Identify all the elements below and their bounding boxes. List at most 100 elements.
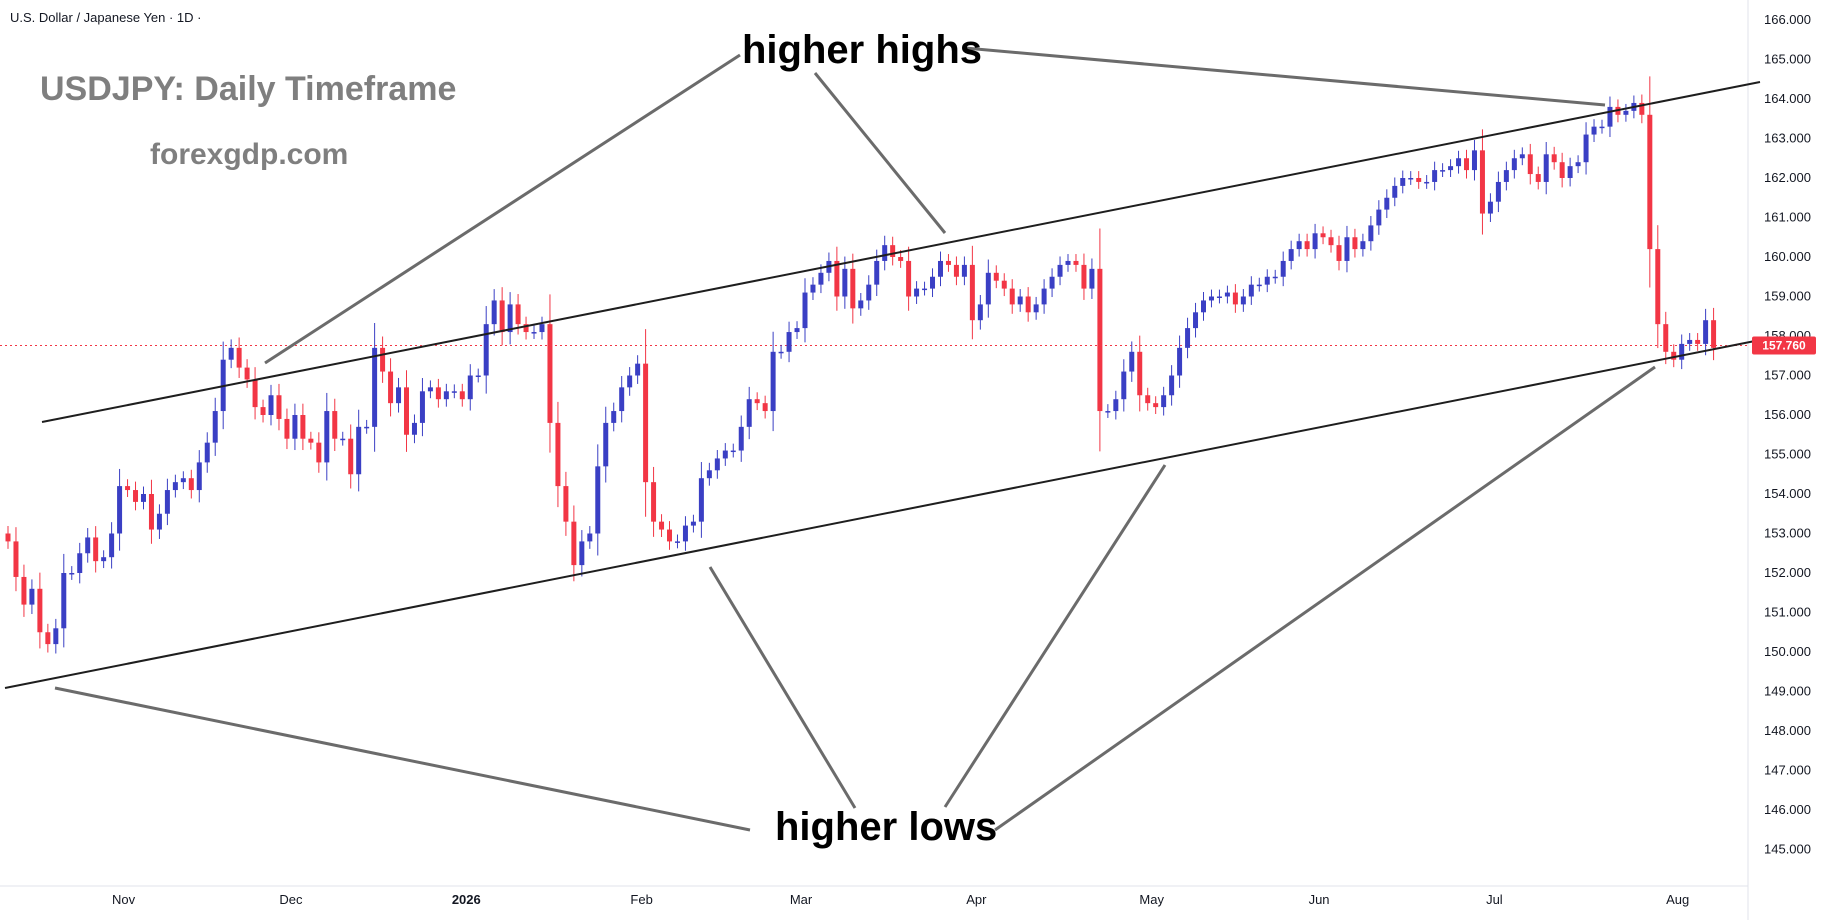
candle-body bbox=[117, 486, 123, 534]
candle bbox=[404, 370, 409, 452]
candle bbox=[1248, 276, 1254, 305]
time-axis[interactable]: Nov Dec 2026 Feb Mar Apr May Jun Jul Aug bbox=[112, 892, 1689, 907]
candle bbox=[706, 462, 712, 486]
candle-body bbox=[427, 387, 433, 392]
candle bbox=[802, 278, 808, 343]
candle-body bbox=[1607, 106, 1613, 127]
candle-body bbox=[1599, 126, 1605, 129]
candle bbox=[682, 516, 688, 551]
last-price-badge: 157.760 bbox=[1752, 336, 1816, 355]
candle-body bbox=[1440, 170, 1446, 172]
candle-body bbox=[1240, 296, 1246, 305]
candle-body bbox=[890, 245, 896, 257]
candle-body bbox=[419, 391, 425, 423]
candle bbox=[1703, 308, 1709, 356]
candle-body bbox=[228, 347, 234, 360]
candle-body bbox=[682, 525, 688, 542]
candle-body bbox=[842, 268, 848, 297]
pointer-lows-3 bbox=[943, 464, 1167, 808]
candle-body bbox=[268, 395, 274, 415]
candle-body bbox=[778, 351, 784, 354]
candle-body bbox=[619, 387, 625, 412]
price-tick-label: 150.000 bbox=[1764, 644, 1811, 659]
candle bbox=[1089, 258, 1095, 299]
pointer-highs-2 bbox=[813, 72, 947, 234]
candle-body bbox=[1344, 237, 1350, 261]
candle bbox=[1591, 119, 1597, 143]
candle bbox=[228, 339, 234, 369]
candle bbox=[1057, 256, 1063, 286]
candle bbox=[212, 397, 218, 456]
time-tick-label: Nov bbox=[112, 892, 136, 907]
candle-body bbox=[1081, 264, 1087, 289]
candle-body bbox=[276, 395, 282, 419]
candle-body bbox=[515, 304, 521, 325]
candle-body bbox=[587, 533, 593, 542]
candle-body bbox=[1025, 296, 1031, 313]
candle bbox=[411, 414, 417, 444]
candle-body bbox=[802, 292, 808, 329]
candle-body bbox=[1201, 300, 1206, 313]
candle bbox=[1312, 223, 1318, 259]
candle bbox=[1033, 296, 1039, 320]
candle bbox=[1161, 386, 1167, 416]
candle-body bbox=[571, 521, 577, 566]
candle bbox=[1288, 240, 1294, 270]
candle-body bbox=[5, 533, 11, 542]
price-axis[interactable]: 166.000 165.000 164.000 163.000 162.000 161.0… bbox=[1764, 12, 1811, 857]
candle bbox=[1663, 311, 1669, 365]
candle-body bbox=[1687, 339, 1693, 344]
candle-body bbox=[1232, 292, 1238, 305]
candle bbox=[1487, 193, 1493, 222]
candle bbox=[1623, 103, 1629, 122]
candle-body bbox=[1623, 110, 1629, 115]
candle bbox=[1344, 225, 1350, 273]
candle-body bbox=[324, 411, 330, 463]
candle-body bbox=[746, 399, 752, 427]
time-tick-label: Feb bbox=[630, 892, 652, 907]
candle bbox=[627, 367, 633, 396]
candle bbox=[922, 281, 928, 296]
candle bbox=[1017, 289, 1023, 312]
candle-body bbox=[1360, 241, 1366, 250]
candle-body bbox=[340, 438, 346, 441]
candle bbox=[1129, 341, 1135, 382]
candle-body bbox=[61, 573, 67, 629]
candle bbox=[1575, 155, 1581, 174]
time-tick-label: Dec bbox=[279, 892, 303, 907]
candle bbox=[443, 383, 449, 407]
candle bbox=[507, 292, 513, 345]
candle-body bbox=[1121, 371, 1127, 400]
candle-body bbox=[1567, 166, 1573, 178]
candle-body bbox=[1105, 411, 1111, 413]
candle-body bbox=[244, 367, 250, 380]
candle bbox=[698, 462, 704, 538]
candle bbox=[1256, 277, 1262, 292]
price-tick-label: 149.000 bbox=[1764, 684, 1811, 699]
candle-body bbox=[985, 272, 991, 305]
candle-body bbox=[850, 268, 856, 309]
candle bbox=[778, 344, 784, 359]
candle bbox=[531, 325, 537, 339]
candle-body bbox=[101, 557, 107, 562]
candle-body bbox=[730, 450, 736, 453]
candle bbox=[611, 402, 617, 432]
candle-body bbox=[674, 541, 680, 543]
candle bbox=[858, 292, 864, 316]
candle-body bbox=[1193, 312, 1199, 329]
price-tick-label: 151.000 bbox=[1764, 605, 1811, 620]
candle bbox=[13, 527, 19, 592]
candle-body bbox=[356, 426, 362, 475]
candle bbox=[969, 245, 975, 340]
candle-body bbox=[204, 442, 210, 463]
candle bbox=[1232, 284, 1238, 313]
pointer-lows-4 bbox=[994, 365, 1656, 832]
candle bbox=[164, 478, 170, 526]
candle bbox=[1177, 335, 1183, 388]
candle bbox=[1336, 235, 1342, 271]
candle-body bbox=[738, 426, 744, 451]
candle-body bbox=[1001, 280, 1007, 289]
candle-body bbox=[1392, 185, 1398, 198]
candle-body bbox=[651, 482, 657, 522]
